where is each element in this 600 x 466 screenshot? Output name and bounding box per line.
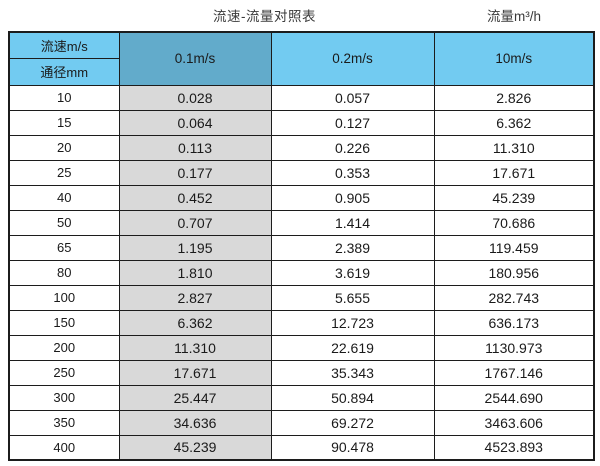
flow-value-cell: 0.028 xyxy=(118,84,272,111)
diameter-cell: 200 xyxy=(8,334,120,361)
corner-cell-diameter: 通径mm xyxy=(8,58,120,86)
flow-rate-table: 流速m/s 0.1m/s 0.2m/s 10m/s 通径mm 10 0.028 0.… xyxy=(8,31,595,461)
table-row: 50 0.707 1.414 70.686 xyxy=(8,209,595,236)
flow-value-cell: 1767.146 xyxy=(433,359,595,386)
flow-value-cell: 50.894 xyxy=(270,384,435,411)
flow-value-cell: 45.239 xyxy=(433,184,595,211)
flow-value-cell: 180.956 xyxy=(433,259,595,286)
flow-value-cell: 22.619 xyxy=(270,334,435,361)
diameter-cell: 40 xyxy=(8,184,120,211)
table-row: 80 1.810 3.619 180.956 xyxy=(8,259,595,286)
table-row: 65 1.195 2.389 119.459 xyxy=(8,234,595,261)
flow-value-cell: 0.353 xyxy=(270,159,435,186)
table-title: 流速-流量对照表 xyxy=(213,9,316,24)
flow-value-cell: 0.905 xyxy=(270,184,435,211)
flow-value-cell: 70.686 xyxy=(433,209,595,236)
diameter-cell: 150 xyxy=(8,309,120,336)
table-row: 150 6.362 12.723 636.173 xyxy=(8,309,595,336)
column-header-0.2ms: 0.2m/s xyxy=(270,31,435,86)
diameter-cell: 25 xyxy=(8,159,120,186)
flow-value-cell: 0.226 xyxy=(270,134,435,161)
diameter-cell: 15 xyxy=(8,109,120,136)
flow-value-cell: 45.239 xyxy=(118,434,272,461)
diameter-cell: 10 xyxy=(8,84,120,111)
table-body: 10 0.028 0.057 2.826 15 0.064 0.127 6.362 20 0.11… xyxy=(8,84,595,461)
diameter-cell: 65 xyxy=(8,234,120,261)
diameter-cell: 250 xyxy=(8,359,120,386)
flow-value-cell: 1.195 xyxy=(118,234,272,261)
flow-value-cell: 636.173 xyxy=(433,309,595,336)
column-header-10ms: 10m/s xyxy=(433,31,595,86)
flow-value-cell: 0.127 xyxy=(270,109,435,136)
header-row-bottom: 通径mm xyxy=(8,58,594,86)
flow-value-cell: 1130.973 xyxy=(433,334,595,361)
flow-value-cell: 2.827 xyxy=(118,284,272,311)
diameter-cell: 80 xyxy=(8,259,120,286)
column-header-0.1ms: 0.1m/s xyxy=(118,31,272,86)
flow-value-cell: 0.113 xyxy=(118,134,272,161)
diameter-cell: 20 xyxy=(8,134,120,161)
flow-value-cell: 12.723 xyxy=(270,309,435,336)
flow-value-cell: 17.671 xyxy=(118,359,272,386)
corner-cell-velocity: 流速m/s xyxy=(8,31,120,59)
flow-value-cell: 17.671 xyxy=(433,159,595,186)
table-row: 400 45.239 90.478 4523.893 xyxy=(8,434,595,461)
flow-value-cell: 6.362 xyxy=(118,309,272,336)
flow-value-cell: 35.343 xyxy=(270,359,435,386)
flow-value-cell: 6.362 xyxy=(433,109,595,136)
table-row: 300 25.447 50.894 2544.690 xyxy=(8,384,595,411)
flow-value-cell: 1.414 xyxy=(270,209,435,236)
flow-value-cell: 25.447 xyxy=(118,384,272,411)
table-row: 350 34.636 69.272 3463.606 xyxy=(8,409,595,436)
flow-value-cell: 0.057 xyxy=(270,84,435,111)
table-row: 200 11.310 22.619 1130.973 xyxy=(8,334,595,361)
flow-value-cell: 2.826 xyxy=(433,84,595,111)
table-header: 流速m/s 0.1m/s 0.2m/s 10m/s 通径mm xyxy=(8,31,595,86)
flow-value-cell: 34.636 xyxy=(118,409,272,436)
header-row-top: 流速m/s 0.1m/s 0.2m/s 10m/s xyxy=(8,31,595,86)
flow-value-cell: 11.310 xyxy=(118,334,272,361)
table-row: 20 0.113 0.226 11.310 xyxy=(8,134,595,161)
diameter-cell: 350 xyxy=(8,409,120,436)
flow-value-cell: 0.064 xyxy=(118,109,272,136)
flow-value-cell: 1.810 xyxy=(118,259,272,286)
diameter-cell: 50 xyxy=(8,209,120,236)
flow-value-cell: 69.272 xyxy=(270,409,435,436)
table-row: 25 0.177 0.353 17.671 xyxy=(8,159,595,186)
flow-value-cell: 3463.606 xyxy=(433,409,595,436)
flow-value-cell: 282.743 xyxy=(433,284,595,311)
flow-value-cell: 3.619 xyxy=(270,259,435,286)
diameter-cell: 400 xyxy=(8,434,120,461)
table-row: 10 0.028 0.057 2.826 xyxy=(8,84,595,111)
flow-value-cell: 90.478 xyxy=(270,434,435,461)
table-row: 15 0.064 0.127 6.362 xyxy=(8,109,595,136)
diameter-cell: 100 xyxy=(8,284,120,311)
flow-value-cell: 5.655 xyxy=(270,284,435,311)
flow-value-cell: 2.389 xyxy=(270,234,435,261)
diameter-cell: 300 xyxy=(8,384,120,411)
flow-value-cell: 0.707 xyxy=(118,209,272,236)
flow-value-cell: 119.459 xyxy=(433,234,595,261)
flow-value-cell: 2544.690 xyxy=(433,384,595,411)
flow-value-cell: 0.452 xyxy=(118,184,272,211)
caption-bar: 流速-流量对照表 流量m³/h xyxy=(0,0,600,30)
flow-value-cell: 11.310 xyxy=(433,134,595,161)
flow-value-cell: 4523.893 xyxy=(433,434,595,461)
table-row: 40 0.452 0.905 45.239 xyxy=(8,184,595,211)
flow-unit-label: 流量m³/h xyxy=(487,9,541,24)
table-row: 100 2.827 5.655 282.743 xyxy=(8,284,595,311)
table-row: 250 17.671 35.343 1767.146 xyxy=(8,359,595,386)
flow-value-cell: 0.177 xyxy=(118,159,272,186)
